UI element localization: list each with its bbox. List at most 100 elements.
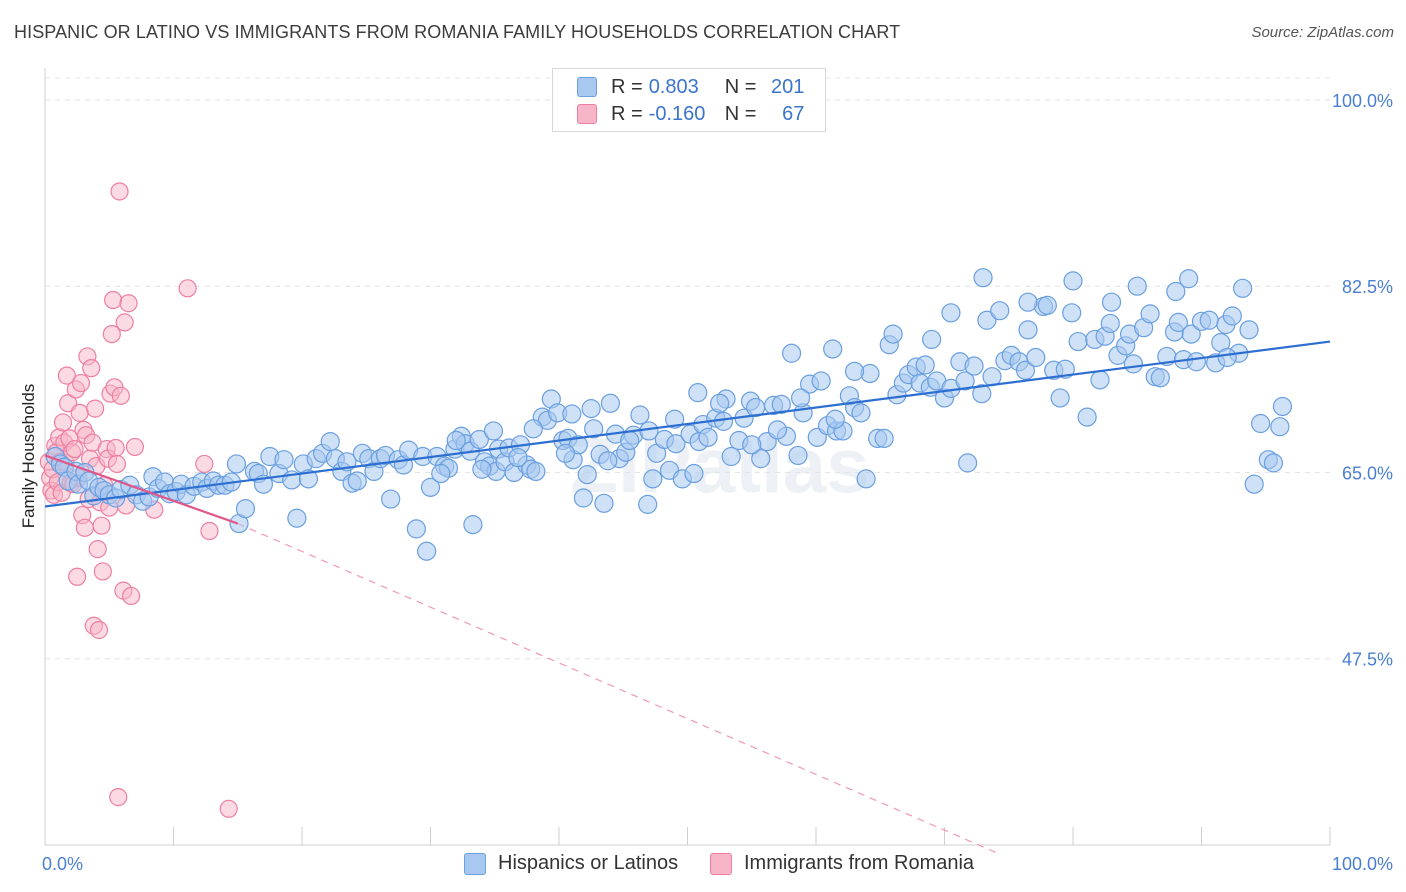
hispanic-point	[958, 453, 978, 473]
hispanic-point	[639, 421, 659, 441]
bottom-legend-swatch-romania	[710, 852, 732, 875]
hispanic-point	[1062, 303, 1082, 323]
hispanic-point	[1272, 396, 1293, 417]
romania-point	[115, 313, 134, 332]
hispanic-point	[1181, 324, 1201, 344]
hispanic-point	[823, 339, 843, 359]
hispanic-point	[851, 403, 871, 423]
romania-point	[92, 516, 111, 535]
hispanic-point	[684, 463, 704, 484]
hispanic-point	[922, 329, 942, 350]
hispanic-point	[287, 508, 307, 528]
x-tick-label-1: 100.0%	[1332, 854, 1393, 874]
legend-n-value: 67	[782, 102, 805, 125]
hispanic-point	[347, 471, 367, 491]
hispanic-point	[562, 404, 582, 424]
hispanic-point	[955, 371, 975, 391]
hispanic-point	[1168, 312, 1188, 332]
hispanic-point	[688, 383, 708, 403]
hispanic-point	[620, 430, 640, 451]
hispanic-point	[1222, 306, 1242, 326]
hispanic-point	[523, 419, 543, 439]
hispanic-point	[713, 411, 734, 431]
hispanic-point	[990, 301, 1010, 321]
hispanic-point	[1233, 278, 1253, 298]
hispanic-point	[941, 303, 961, 323]
romania-point	[86, 399, 105, 418]
hispanic-point	[767, 420, 788, 440]
hispanic-point	[1263, 453, 1284, 473]
hispanic-point	[781, 343, 802, 363]
romania-point	[195, 454, 214, 474]
hispanic-point	[751, 449, 771, 469]
hispanic-point	[1199, 310, 1219, 330]
legend-r-label: R =	[611, 102, 643, 125]
hispanic-point	[446, 430, 466, 451]
hispanic-point	[581, 399, 601, 419]
hispanic-trend-line	[44, 340, 1331, 508]
hispanic-point	[573, 488, 594, 508]
hispanic-point	[1101, 292, 1122, 312]
romania-point	[121, 586, 141, 606]
hispanic-point	[742, 435, 762, 455]
romania-point	[200, 521, 219, 541]
y-tick-label-0: 47.5%	[1342, 650, 1393, 670]
hispanic-point	[643, 469, 663, 489]
hispanic-point	[594, 493, 614, 513]
legend-r-value: -0.160	[648, 102, 706, 125]
hispanic-point	[431, 463, 451, 484]
hispanic-point	[666, 434, 686, 454]
hispanic-point	[1217, 347, 1237, 368]
romania-point	[109, 788, 128, 807]
hispanic-point	[1127, 276, 1147, 296]
hispanic-point	[977, 310, 997, 330]
hispanic-point	[825, 409, 845, 429]
hispanic-point	[1239, 320, 1259, 340]
romania-point	[110, 182, 129, 201]
trend-lines	[237, 523, 997, 854]
romania-point	[104, 290, 123, 310]
romania-point	[93, 562, 112, 581]
hispanic-point	[1186, 352, 1206, 372]
y-tick-label-2: 82.5%	[1342, 277, 1393, 297]
romania-point	[89, 620, 109, 640]
legend-row-hispanic: R = 0.803 N = 201	[577, 75, 804, 99]
legend-n-label: N =	[724, 75, 757, 98]
hispanic-point	[710, 393, 730, 413]
hispanic-point	[1179, 269, 1199, 289]
romania-point	[57, 366, 76, 385]
bottom-legend-romania: Immigrants from Romania	[710, 852, 974, 875]
bottom-legend-hispanic: Hispanics or Latinos	[464, 852, 678, 875]
hispanic-point	[811, 371, 831, 391]
romania-point	[53, 413, 73, 432]
hispanic-point	[1244, 474, 1264, 494]
hispanic-point	[1100, 313, 1120, 334]
romania-point	[219, 799, 238, 818]
hispanic-point	[1037, 295, 1057, 315]
hispanic-point	[638, 494, 658, 514]
romania-point	[70, 403, 89, 422]
romania-point	[65, 439, 84, 459]
hispanic-point	[665, 409, 685, 429]
tick-labels: 47.5% 65.0% 82.5% 100.0% 0.0% 100.0%	[42, 91, 1393, 874]
romania-trend-dashed	[237, 523, 997, 854]
hispanic-point	[856, 469, 876, 489]
hispanic-point	[555, 443, 576, 463]
hispanic-point	[235, 499, 256, 519]
bottom-legend: Hispanics or Latinos Immigrants from Rom…	[0, 852, 1406, 878]
hispanic-point	[1055, 359, 1075, 379]
hispanic-point	[982, 367, 1002, 387]
chart-title: HISPANIC OR LATINO VS IMMIGRANTS FROM RO…	[14, 22, 901, 42]
hispanic-point	[406, 519, 426, 539]
y-axis-label: Family Households	[19, 384, 38, 529]
romania-point	[68, 567, 87, 586]
hispanic-point	[584, 419, 604, 439]
hispanic-point	[883, 324, 903, 344]
hispanic-point	[915, 355, 935, 375]
series-hispanic-points	[45, 268, 1293, 561]
hispanic-point	[226, 454, 247, 474]
hispanic-point	[526, 461, 546, 482]
romania-point	[106, 438, 125, 458]
hispanic-point	[874, 428, 894, 449]
legend-n-label: N =	[724, 102, 757, 125]
